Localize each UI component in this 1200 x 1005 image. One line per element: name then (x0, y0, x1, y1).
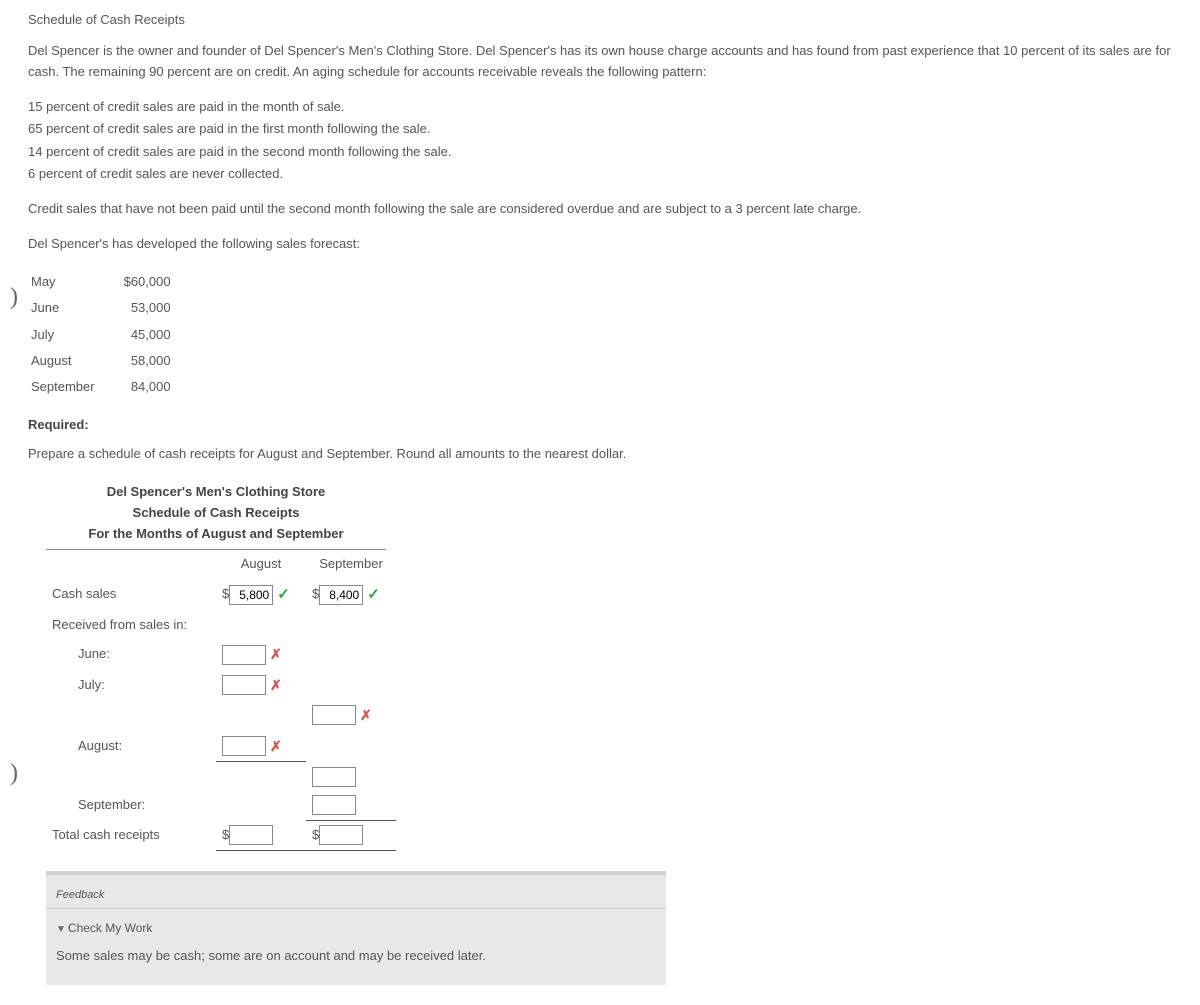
check-my-work[interactable]: ▼Check My Work (46, 909, 666, 942)
input-july-sep[interactable] (312, 705, 356, 725)
input-aug-sep[interactable] (312, 767, 356, 787)
forecast-amount: $60,000 (123, 270, 197, 294)
forecast-amount: 45,000 (123, 323, 197, 347)
chevron-down-icon: ▼ (56, 924, 66, 935)
input-total-sep[interactable] (319, 825, 363, 845)
required-text: Prepare a schedule of cash receipts for … (28, 444, 1172, 465)
schedule-table: August September Cash sales $ ✓ $ ✓ Receiv… (46, 550, 396, 851)
page-title: Schedule of Cash Receipts (28, 10, 1172, 31)
pattern-item: 65 percent of credit sales are paid in t… (28, 118, 1172, 140)
dollar-sign: $ (312, 584, 319, 605)
cross-icon: ✗ (270, 646, 282, 662)
forecast-amount: 53,000 (123, 296, 197, 320)
feedback-label: Feedback (46, 883, 666, 910)
forecast-month: June (30, 296, 121, 320)
input-sep-sep[interactable] (312, 795, 356, 815)
intro-paragraph: Del Spencer is the owner and founder of … (28, 41, 1172, 83)
input-cash-sep[interactable] (319, 585, 363, 605)
schedule-h1: Del Spencer's Men's Clothing Store (46, 482, 386, 503)
feedback-box: Feedback ▼Check My Work Some sales may b… (46, 871, 666, 986)
schedule-h2: Schedule of Cash Receipts (46, 503, 386, 524)
row-cash-sales: Cash sales (46, 579, 216, 611)
cross-icon: ✗ (270, 677, 282, 693)
row-june: June: (46, 639, 216, 669)
check-icon: ✓ (367, 586, 380, 603)
col-august: August (216, 550, 306, 579)
pattern-item: 14 percent of credit sales are paid in t… (28, 141, 1172, 163)
overdue-note: Credit sales that have not been paid unt… (28, 199, 1172, 220)
forecast-intro: Del Spencer's has developed the followin… (28, 234, 1172, 255)
cross-icon: ✗ (360, 707, 372, 723)
feedback-text: Some sales may be cash; some are on acco… (46, 942, 666, 971)
dollar-sign: $ (222, 825, 229, 846)
row-received: Received from sales in: (46, 611, 216, 640)
forecast-month: July (30, 323, 121, 347)
forecast-amount: 58,000 (123, 349, 197, 373)
forecast-month: August (30, 349, 121, 373)
check-my-work-label: Check My Work (68, 921, 152, 935)
input-total-aug[interactable] (229, 825, 273, 845)
row-august: August: (46, 731, 216, 762)
check-icon: ✓ (277, 586, 290, 603)
input-cash-aug[interactable] (229, 585, 273, 605)
input-june-aug[interactable] (222, 645, 266, 665)
forecast-table: May$60,000 June53,000 July45,000 August5… (28, 268, 199, 400)
row-total: Total cash receipts (46, 821, 216, 851)
col-september: September (306, 550, 396, 579)
row-july: July: (46, 670, 216, 700)
dollar-sign: $ (222, 584, 229, 605)
pattern-item: 15 percent of credit sales are paid in t… (28, 96, 1172, 118)
forecast-month: September (30, 375, 121, 399)
required-label: Required: (28, 415, 1172, 436)
pattern-list: 15 percent of credit sales are paid in t… (28, 96, 1172, 184)
paren-mark-icon: ) (10, 754, 18, 792)
forecast-month: May (30, 270, 121, 294)
dollar-sign: $ (312, 825, 319, 846)
input-aug-aug[interactable] (222, 736, 266, 756)
schedule-h3: For the Months of August and September (46, 524, 386, 545)
schedule-header: Del Spencer's Men's Clothing Store Sched… (46, 482, 386, 549)
forecast-amount: 84,000 (123, 375, 197, 399)
pattern-item: 6 percent of credit sales are never coll… (28, 163, 1172, 185)
row-september: September: (46, 791, 216, 821)
input-july-aug[interactable] (222, 675, 266, 695)
cross-icon: ✗ (270, 738, 282, 754)
paren-mark-icon: ) (10, 278, 18, 316)
